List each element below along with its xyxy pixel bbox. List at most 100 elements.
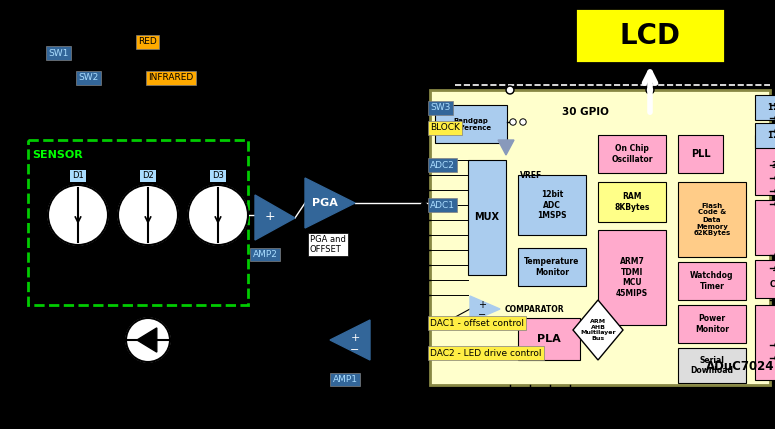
Circle shape (521, 120, 525, 124)
Bar (755, 135, 775, 195)
Text: PGA: PGA (312, 198, 338, 208)
Text: INFRARED: INFRARED (148, 73, 193, 82)
Text: SW2: SW2 (78, 73, 98, 82)
Bar (518, 248, 586, 286)
Circle shape (422, 263, 426, 268)
Text: Power
Monitor: Power Monitor (695, 314, 729, 334)
Text: ADC1: ADC1 (430, 200, 455, 209)
Bar (598, 182, 666, 222)
Text: RAM
8KBytes: RAM 8KBytes (615, 192, 649, 211)
Circle shape (511, 120, 515, 124)
Circle shape (422, 172, 426, 178)
Polygon shape (255, 195, 295, 240)
Bar (468, 160, 506, 275)
Circle shape (422, 278, 426, 283)
Text: PLA: PLA (537, 334, 561, 344)
Polygon shape (330, 320, 370, 360)
Circle shape (422, 157, 426, 163)
Text: ARM
AHB
Multilayer
Bus: ARM AHB Multilayer Bus (580, 319, 616, 341)
Text: ADuC7024: ADuC7024 (706, 360, 774, 373)
Bar (755, 123, 775, 148)
Text: ARM7
TDMI
MCU
45MIPS: ARM7 TDMI MCU 45MIPS (616, 257, 648, 298)
Bar (518, 175, 586, 235)
Text: VREF: VREF (520, 170, 542, 179)
Text: MUX: MUX (474, 212, 500, 223)
Polygon shape (470, 296, 500, 322)
Circle shape (506, 86, 514, 94)
Text: AMP1: AMP1 (332, 375, 357, 384)
Circle shape (547, 390, 553, 396)
Text: D2: D2 (142, 172, 154, 181)
Text: Flash
Code &
Data
Memory
62KBytes: Flash Code & Data Memory 62KBytes (694, 202, 731, 236)
Bar (678, 182, 746, 257)
Text: DAC: DAC (440, 323, 460, 332)
Circle shape (510, 119, 516, 125)
Text: ADC2: ADC2 (430, 160, 455, 169)
Text: BLOCK: BLOCK (430, 124, 460, 133)
Bar (755, 200, 775, 255)
Bar (518, 318, 580, 360)
Text: AMP2: AMP2 (253, 250, 277, 259)
Text: 12bit DAC: 12bit DAC (767, 103, 775, 112)
Bar (678, 262, 746, 300)
Circle shape (422, 218, 426, 223)
Bar (755, 95, 775, 120)
Circle shape (567, 390, 573, 396)
Circle shape (508, 88, 512, 93)
Bar (598, 135, 666, 173)
Text: +: + (265, 211, 275, 224)
Circle shape (647, 88, 653, 93)
Text: Watchdog
Timer: Watchdog Timer (691, 271, 734, 291)
Text: Timers/
Counters: Timers/ Counters (770, 269, 775, 289)
Text: Serial
Download: Serial Download (691, 356, 733, 375)
Text: COMPARATOR: COMPARATOR (505, 305, 565, 314)
Bar (755, 305, 775, 380)
Text: Bandgap
Reference: Bandgap Reference (451, 118, 491, 130)
Circle shape (422, 202, 426, 208)
Circle shape (48, 185, 108, 245)
Text: 16 Bit
3-Phase
PWM: 16 Bit 3-Phase PWM (772, 150, 775, 180)
Circle shape (422, 293, 426, 297)
Polygon shape (573, 300, 623, 360)
Circle shape (422, 248, 426, 253)
Text: D3: D3 (212, 172, 224, 181)
Text: SENSOR: SENSOR (32, 150, 83, 160)
Bar (430, 90, 770, 385)
Text: DAC2 - LED drive control: DAC2 - LED drive control (430, 348, 542, 357)
Bar (678, 135, 723, 173)
Text: Temperature
Monitor: Temperature Monitor (525, 257, 580, 277)
Circle shape (520, 119, 526, 125)
Circle shape (118, 185, 178, 245)
Text: PLL: PLL (691, 149, 711, 159)
Circle shape (126, 318, 170, 362)
Text: +: + (350, 333, 360, 343)
Text: PGA and
OFFSET: PGA and OFFSET (310, 235, 346, 254)
Circle shape (422, 233, 426, 238)
Text: 30 GPIO: 30 GPIO (562, 107, 608, 117)
Bar (435, 105, 507, 143)
Bar (598, 230, 666, 325)
Text: On Chip
Oscillator: On Chip Oscillator (611, 144, 653, 164)
Polygon shape (305, 178, 355, 228)
Circle shape (422, 187, 426, 193)
Circle shape (188, 185, 248, 245)
Bar (755, 260, 775, 298)
Polygon shape (498, 140, 514, 155)
Text: 12bit
ADC
1MSPS: 12bit ADC 1MSPS (537, 190, 567, 220)
Circle shape (527, 390, 533, 396)
Text: LCD: LCD (619, 21, 680, 49)
Polygon shape (137, 328, 157, 352)
Text: −: − (478, 310, 486, 320)
Text: +: + (478, 300, 486, 310)
Text: SW3: SW3 (430, 103, 450, 112)
Bar (678, 305, 746, 343)
Text: RED: RED (138, 37, 157, 46)
Text: −: − (350, 345, 360, 355)
Text: SW1: SW1 (48, 48, 68, 57)
Circle shape (646, 86, 654, 94)
Circle shape (507, 390, 513, 396)
Text: DAC1 - offset control: DAC1 - offset control (430, 318, 524, 327)
Bar (678, 348, 746, 383)
Text: 12bit DAC: 12bit DAC (767, 131, 775, 140)
Bar (575, 8, 725, 63)
